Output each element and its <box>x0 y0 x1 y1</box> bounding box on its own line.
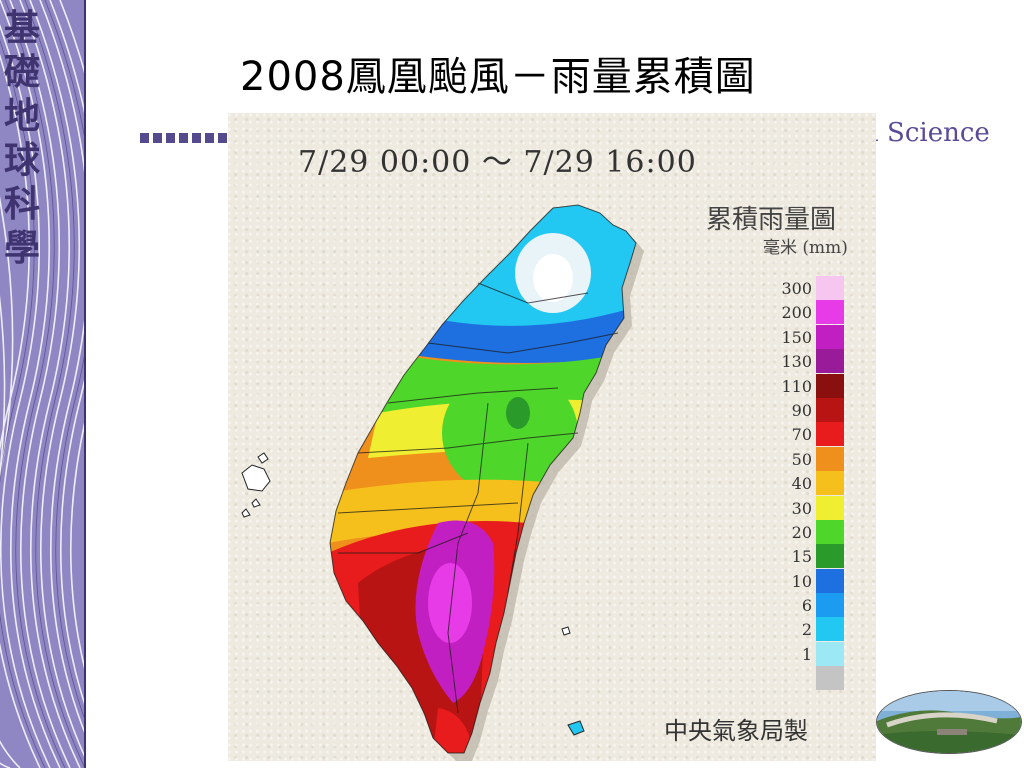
landscape-photo <box>876 690 1022 754</box>
legend-row: 40 <box>764 471 844 496</box>
legend-swatch <box>816 349 844 374</box>
legend-label: 20 <box>791 522 812 542</box>
legend-row: 110 <box>764 373 844 398</box>
legend-swatch <box>816 544 844 569</box>
legend-swatch <box>816 373 844 398</box>
legend-row: 130 <box>764 349 844 374</box>
legend-label: 10 <box>791 571 812 591</box>
legend-label: 50 <box>791 449 812 469</box>
left-decor-band: 基 礎 地 球 科 學 <box>0 0 86 768</box>
map-credit: 中央氣象局製 <box>664 717 808 745</box>
vertical-title-char: 基 <box>3 7 40 49</box>
legend-swatch <box>816 397 844 422</box>
legend-label: 150 <box>781 327 812 347</box>
slide-title: 2008鳳凰颱風－雨量累積圖 <box>240 54 756 100</box>
legend-label: 2 <box>801 620 812 640</box>
legend-label: 40 <box>791 474 812 494</box>
legend-swatch <box>816 519 844 544</box>
legend-row: 70 <box>764 422 844 447</box>
legend-swatch <box>816 446 844 471</box>
legend-row: 300 <box>764 276 844 300</box>
legend-row: 50 <box>764 446 844 471</box>
legend-swatch <box>816 422 844 447</box>
legend-unit: 毫米 (mm) <box>763 238 848 258</box>
legend-swatch <box>816 495 844 520</box>
vertical-title-char: 科 <box>3 183 40 225</box>
course-name-fragment: h Science <box>862 118 990 148</box>
legend-row: 30 <box>764 495 844 520</box>
rainfall-map: 7/29 00:00 ～ 7/29 16:00 <box>228 113 876 761</box>
legend-row: 90 <box>764 397 844 422</box>
legend-swatch <box>816 300 844 325</box>
map-time-range: 7/29 00:00 ～ 7/29 16:00 <box>298 145 697 180</box>
vertical-title-char: 球 <box>3 139 40 181</box>
legend-swatch <box>816 568 844 593</box>
legend-swatch <box>816 471 844 496</box>
legend-label: 90 <box>791 400 812 420</box>
legend-row: 1 <box>764 641 844 666</box>
legend-label: 110 <box>781 376 812 396</box>
legend-label: 30 <box>791 498 812 518</box>
taiwan-rainfall-shape <box>241 204 644 761</box>
legend-label: 70 <box>791 425 812 445</box>
legend-row: 150 <box>764 324 844 349</box>
vertical-title-char: 地 <box>3 95 40 137</box>
title-dash-divider <box>140 133 240 143</box>
legend-swatch <box>816 593 844 618</box>
legend-swatch <box>816 276 844 300</box>
wave-lines-decoration <box>0 0 86 768</box>
legend-label: 130 <box>781 352 812 372</box>
legend-row <box>764 666 844 691</box>
vertical-title: 基 礎 地 球 科 學 <box>0 6 44 270</box>
legend-row: 6 <box>764 593 844 618</box>
vertical-title-char: 礎 <box>3 51 40 93</box>
legend-row: 10 <box>764 568 844 593</box>
legend-swatch <box>816 324 844 349</box>
legend-label: 300 <box>781 279 812 298</box>
legend-swatch <box>816 641 844 666</box>
legend-row: 20 <box>764 519 844 544</box>
legend-label: 1 <box>801 644 812 664</box>
legend-row: 15 <box>764 544 844 569</box>
vertical-title-char: 學 <box>3 227 40 269</box>
legend-swatch <box>816 666 844 691</box>
legend-row: 2 <box>764 617 844 642</box>
legend-label: 200 <box>781 303 812 323</box>
rainfall-legend: 300 200 150 130 110 90 70 50 40 30 20 15 10 6 2 1 <box>764 276 844 691</box>
legend-row: 200 <box>764 300 844 325</box>
legend-swatch <box>816 617 844 642</box>
legend-title: 累積雨量圖 <box>706 205 837 235</box>
landscape-image <box>877 691 1021 753</box>
legend-label: 6 <box>801 596 812 616</box>
legend-label: 15 <box>791 547 812 567</box>
